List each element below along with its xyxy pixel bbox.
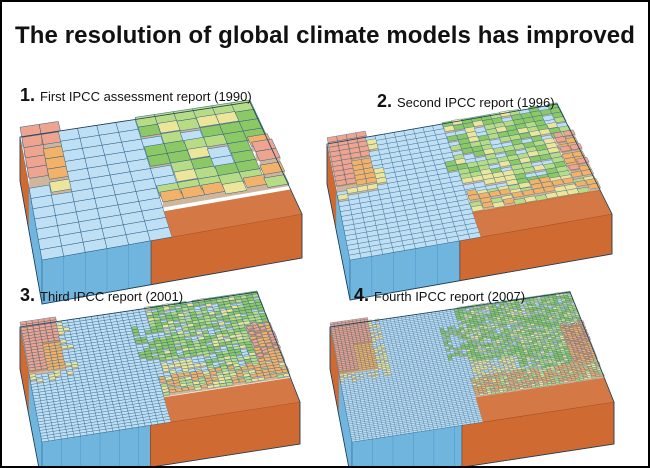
land-cell-side: [30, 379, 37, 382]
land-cell-side: [357, 190, 369, 194]
land-cell-side: [489, 137, 500, 141]
land-cell-side: [336, 184, 347, 193]
land-cell-side: [347, 369, 351, 375]
land-cell-side: [535, 169, 546, 173]
land-cell-side: [463, 181, 474, 186]
earth-top: [163, 189, 302, 237]
land-cell: [259, 161, 286, 175]
land-cell-side: [37, 381, 44, 384]
land-cell-side: [515, 148, 526, 152]
land-cell-side: [29, 175, 50, 189]
land-cell-side: [500, 165, 511, 169]
land-cell-side: [521, 137, 532, 141]
land-cell-side: [475, 155, 486, 159]
land-cell-side: [204, 191, 226, 201]
land-cell: [377, 347, 383, 351]
model-grid-panel-2: [326, 102, 613, 301]
land-cell-side: [463, 152, 474, 156]
land-cell: [375, 336, 380, 340]
land-cell-side: [354, 368, 359, 374]
land-cell-side: [377, 181, 388, 186]
land-cell-side: [474, 124, 484, 129]
page-title: The resolution of global climate models …: [15, 22, 635, 49]
land-cell-side: [162, 198, 184, 208]
model-grid-panel-3: [19, 290, 301, 466]
land-cell-side: [35, 369, 42, 375]
land-cell-side: [541, 133, 551, 137]
land-cell-side: [347, 191, 358, 196]
land-cell-side: [501, 115, 512, 119]
model-grid-panel-4: [329, 290, 615, 466]
land-cell-side: [445, 129, 455, 134]
land-cell-side: [501, 140, 512, 144]
land-cell-side: [368, 148, 379, 152]
land-cell-side: [225, 190, 247, 197]
land-cell-side: [473, 179, 484, 184]
land-cell-side: [542, 113, 552, 117]
slab-outline: [19, 101, 303, 305]
land-cell-side: [531, 160, 542, 164]
land-cell-side: [488, 162, 499, 166]
land-cell-side: [448, 139, 459, 143]
slab-left-land-side: [20, 327, 29, 415]
land-cell-side: [141, 133, 161, 140]
land-cell-side: [541, 158, 552, 162]
slab-outline: [326, 103, 613, 301]
land-cell-side: [368, 188, 379, 192]
land-cell-side: [556, 121, 567, 124]
land-cell: [255, 147, 281, 162]
earth-top: [472, 189, 612, 237]
land-cell-side: [495, 180, 507, 185]
land-cell-side: [525, 171, 536, 175]
model-grid-panel-1: [19, 99, 303, 305]
land-cell-side: [41, 368, 48, 374]
land-cell-side: [485, 182, 496, 187]
land-cell-side: [338, 198, 349, 202]
land-cell: [263, 174, 290, 188]
land-cell-side: [207, 143, 228, 149]
slab-left-land-side: [20, 137, 29, 231]
land-cell-side: [180, 127, 200, 133]
land-cell-side: [451, 149, 462, 153]
land-cell-side: [268, 183, 289, 190]
land-cell: [553, 116, 567, 123]
land-cell: [339, 373, 344, 377]
land-cell-side: [246, 184, 268, 194]
land-cell-side: [150, 163, 171, 169]
land-cell-side: [495, 151, 506, 155]
land-cell-side: [448, 169, 459, 173]
land-cell-side: [454, 128, 465, 132]
land-cell-side: [183, 194, 205, 204]
land-cell-side: [51, 188, 72, 196]
slab-left-land-side: [327, 144, 337, 231]
